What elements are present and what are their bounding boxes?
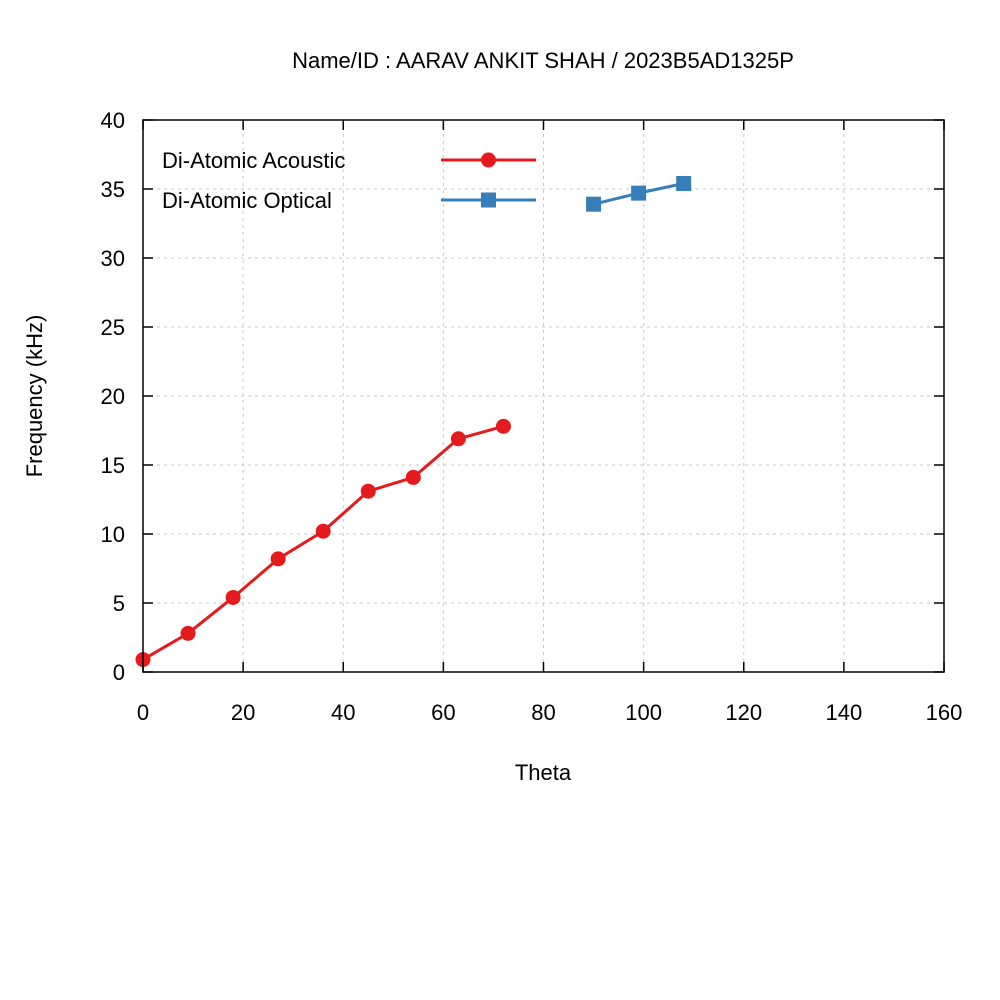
legend: Di-Atomic Acoustic Di-Atomic Optical [162, 148, 536, 213]
x-tick-label: 20 [231, 700, 255, 725]
y-tick-label: 25 [101, 315, 125, 340]
legend-label: Di-Atomic Acoustic [162, 148, 345, 173]
x-tick-label: 80 [531, 700, 555, 725]
data-point [360, 483, 376, 499]
y-tick-label: 5 [113, 591, 125, 616]
x-tick-label: 100 [625, 700, 662, 725]
grid [143, 120, 944, 672]
legend-item: Di-Atomic Optical [162, 188, 536, 213]
data-point [676, 175, 692, 191]
y-tick-label: 35 [101, 177, 125, 202]
data-point [405, 469, 421, 485]
data-point [270, 551, 286, 567]
data-point [225, 589, 241, 605]
legend-label: Di-Atomic Optical [162, 188, 332, 213]
x-tick-label: 0 [137, 700, 149, 725]
chart-title: Name/ID : AARAV ANKIT SHAH / 2023B5AD132… [292, 48, 794, 73]
data-point [450, 431, 466, 447]
x-tick-label: 140 [826, 700, 863, 725]
y-tick-label: 10 [101, 522, 125, 547]
legend-marker [481, 192, 496, 208]
series-layer [135, 175, 692, 668]
y-tick-label: 40 [101, 108, 125, 133]
x-tick-label: 60 [431, 700, 455, 725]
axis-ticks [142, 119, 945, 673]
data-point [631, 185, 647, 201]
data-point [586, 196, 602, 212]
legend-marker [481, 152, 496, 168]
data-point [495, 418, 511, 434]
series-line [142, 424, 504, 661]
y-tick-label: 15 [101, 453, 125, 478]
data-point [315, 523, 331, 539]
x-tick-label: 40 [331, 700, 355, 725]
x-tick-label: 160 [926, 700, 963, 725]
x-axis-label: Theta [515, 760, 572, 785]
series-0 [135, 418, 511, 668]
y-axis-label: Frequency (kHz) [22, 315, 47, 478]
legend-item: Di-Atomic Acoustic [162, 148, 536, 173]
tick-labels: 0 20 40 60 80 100 120 140 160 0 5 10 15 20 25 30 35 40 [101, 108, 963, 725]
y-tick-label: 30 [101, 246, 125, 271]
y-tick-label: 0 [113, 660, 125, 685]
y-tick-label: 20 [101, 384, 125, 409]
x-tick-label: 120 [725, 700, 762, 725]
series-1 [586, 175, 692, 212]
data-point [180, 625, 196, 641]
